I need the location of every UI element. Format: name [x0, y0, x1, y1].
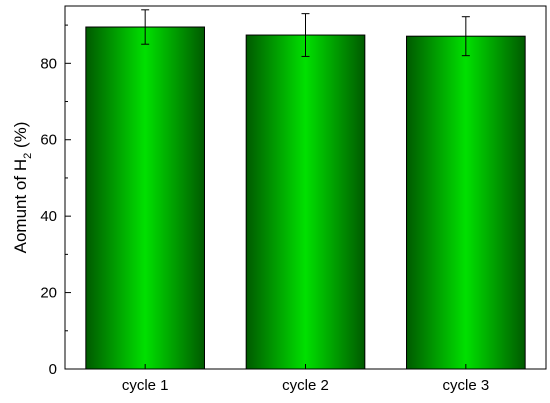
bar-cycle-2 [245, 34, 366, 370]
error-bar-cycle-1 [141, 9, 150, 45]
y-tick-label: 40 [40, 208, 57, 225]
y-tick-label: 60 [40, 132, 57, 149]
x-axis-ticks: cycle 1 cycle 2 cycle 3 [122, 364, 489, 394]
y-axis-label: Aomunt of H2 (%) [11, 122, 34, 254]
y-axis-label-suffix: (%) [11, 122, 30, 153]
error-bar-cycle-3 [461, 16, 470, 57]
x-tick-label: cycle 3 [442, 377, 489, 394]
y-tick-label: 80 [40, 55, 57, 72]
y-tick-label: 20 [40, 285, 57, 302]
error-bar-cycle-2 [301, 13, 310, 57]
x-tick-label: cycle 1 [122, 377, 169, 394]
y-tick-label: 0 [49, 361, 57, 378]
y-axis-label-subscript: 2 [22, 153, 34, 159]
y-axis-ticks: 0 20 40 60 80 [40, 24, 71, 378]
x-tick-label: cycle 2 [282, 377, 329, 394]
bar-cycle-1 [85, 26, 205, 370]
bars-group [85, 26, 526, 370]
y-axis-label-prefix: Aomunt of H [11, 159, 30, 254]
error-bars-group [141, 9, 470, 57]
bar-cycle-3 [406, 35, 526, 370]
